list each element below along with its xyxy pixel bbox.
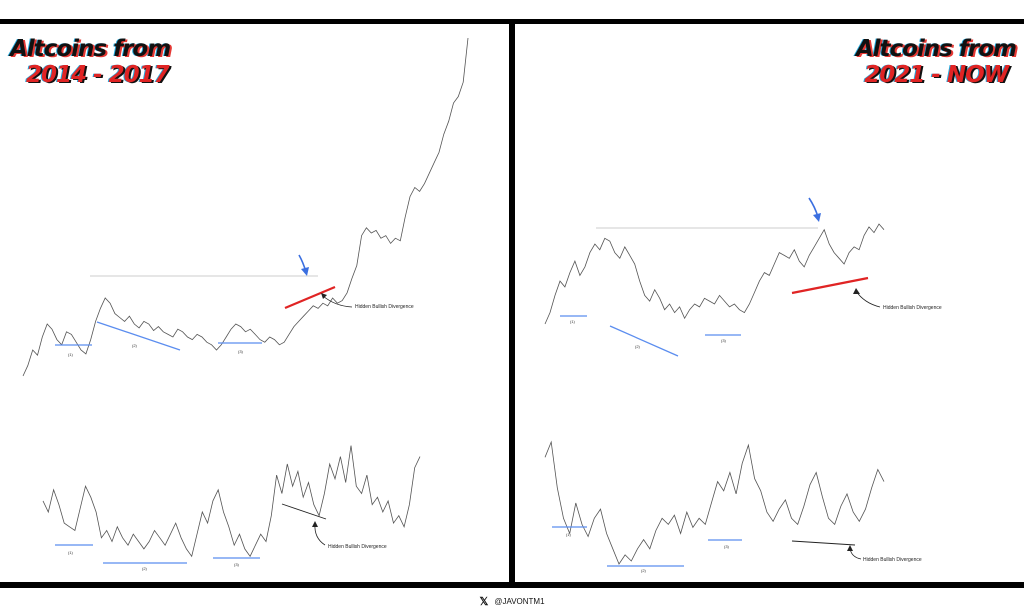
support-line-2	[609, 325, 679, 357]
osc-curved-arrow-icon	[314, 523, 326, 546]
osc-marker-2: (2)	[641, 568, 647, 573]
price-line	[544, 223, 885, 325]
left-panel: Hidden Bullish Divergence (1) (2) (3) Hi…	[22, 37, 469, 571]
price-marker-3: (3)	[238, 349, 244, 354]
osc-annotation: Hidden Bullish Divergence	[863, 557, 922, 563]
oscillator-line	[544, 440, 885, 565]
price-marker-1: (1)	[68, 352, 74, 357]
osc-marker-3: (3)	[234, 562, 240, 567]
osc-marker-2: (2)	[142, 566, 148, 571]
price-marker-1: (1)	[570, 319, 576, 324]
price-line	[22, 37, 469, 377]
oscillator-line	[42, 445, 421, 558]
footer-handle: @JAVONTM1	[494, 596, 545, 606]
right-title-line1: Altcoins from	[855, 36, 1017, 62]
divergence-line	[791, 276, 869, 295]
curved-arrow-icon	[322, 295, 353, 308]
osc-marker-1: (1)	[68, 550, 74, 555]
osc-curved-arrow-head-icon	[312, 521, 318, 527]
x-logo-icon: 𝕏	[479, 595, 489, 608]
osc-curved-arrow-head-icon	[847, 545, 853, 551]
panel-divider	[509, 19, 515, 588]
price-marker-2: (2)	[635, 344, 641, 349]
price-marker-3: (3)	[721, 338, 727, 343]
blue-arrow-head-icon	[813, 213, 821, 222]
osc-marker-3: (3)	[724, 544, 730, 549]
curved-arrow-head-icon	[321, 293, 327, 299]
osc-divergence-line	[281, 503, 327, 520]
right-title-line2: 2021 - NOW	[864, 62, 1009, 88]
osc-annotation: Hidden Bullish Divergence	[328, 544, 387, 550]
divergence-line	[284, 285, 336, 310]
price-marker-2: (2)	[132, 343, 138, 348]
curved-arrow-head-icon	[853, 288, 860, 294]
footer: 𝕏 @JAVONTM1	[0, 588, 1024, 614]
right-panel: Hidden Bullish Divergence (1) (2) (3) Hi…	[544, 197, 942, 573]
support-line-2	[96, 321, 181, 351]
left-title-line2: 2014 - 2017	[26, 62, 170, 88]
left-title-line1: Altcoins from	[10, 36, 171, 62]
osc-marker-1: (1)	[566, 532, 572, 537]
blue-arrow-head-icon	[301, 267, 309, 276]
price-annotation: Hidden Bullish Divergence	[883, 305, 942, 311]
price-annotation: Hidden Bullish Divergence	[355, 304, 414, 310]
osc-divergence-line	[791, 540, 856, 546]
